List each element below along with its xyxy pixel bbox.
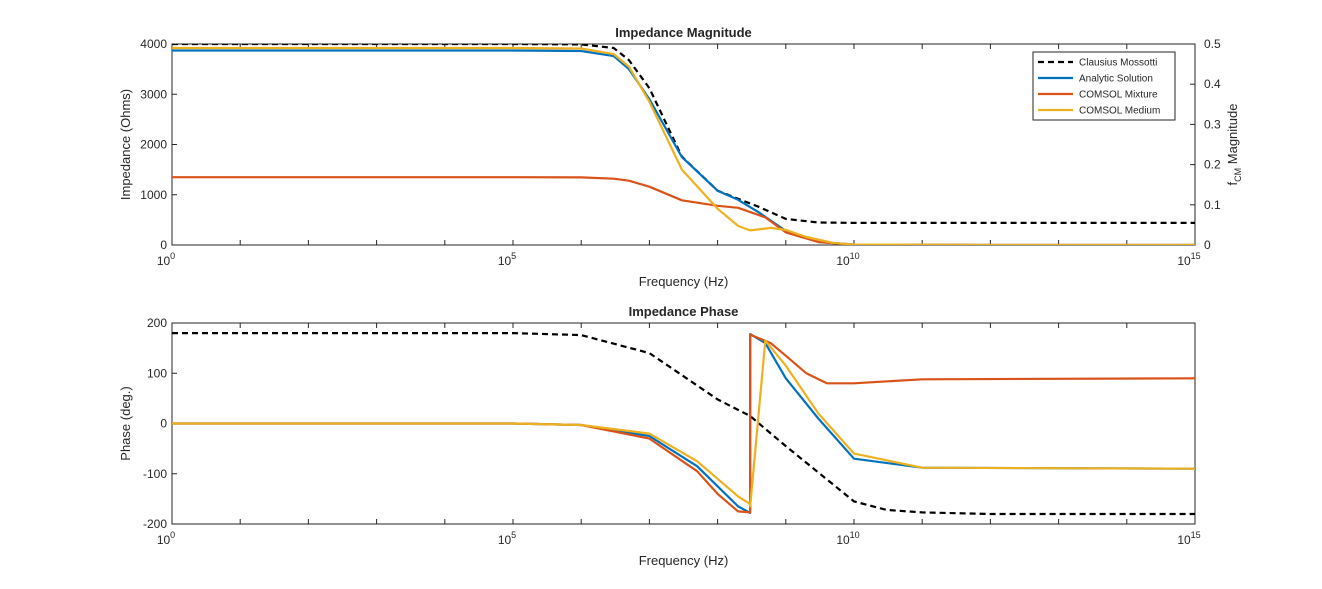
legend-entry: COMSOL Medium: [1079, 106, 1160, 117]
x-tick-base: 10: [1177, 254, 1191, 268]
y-tick-label: 0: [160, 238, 167, 252]
legend-entry: COMSOL Mixture: [1079, 90, 1158, 101]
x-tick-label: 1015: [1177, 530, 1200, 547]
y-axis-label: Impedance (Ohms): [118, 89, 133, 200]
y-tick-label: 1000: [140, 188, 167, 202]
y-tick-label: 0: [160, 417, 167, 431]
x-tick-exponent: 0: [170, 530, 175, 540]
x-tick-base: 10: [157, 533, 171, 547]
x-tick-base: 10: [836, 533, 850, 547]
y2-axis-label-subscript: CM: [1233, 168, 1243, 182]
comsol-medium-line: [172, 339, 1195, 508]
y-tick-label: -100: [143, 467, 167, 481]
chart-title: Impedance Phase: [629, 304, 739, 319]
x-tick-base: 10: [836, 254, 850, 268]
x-tick-base: 10: [498, 533, 512, 547]
y2-axis-label-main: f: [1225, 181, 1240, 185]
x-tick-label: 1015: [1177, 251, 1200, 268]
x-axis-label: Frequency (Hz): [639, 274, 729, 289]
x-tick-base: 10: [157, 254, 171, 268]
y2-axis-label: fCM Magnitude: [1225, 104, 1243, 186]
x-tick-label: 105: [498, 251, 516, 268]
x-axis-label: Frequency (Hz): [639, 553, 729, 568]
legend-entry: Clausius Mossotti: [1079, 58, 1157, 69]
x-tick-base: 10: [498, 254, 512, 268]
x-tick-exponent: 5: [511, 251, 516, 261]
x-tick-exponent: 10: [850, 251, 860, 261]
x-tick-exponent: 0: [170, 251, 175, 261]
x-tick-base: 10: [1177, 533, 1191, 547]
chart-title: Impedance Magnitude: [615, 25, 752, 40]
clausius-mossotti-line: [172, 332, 1195, 516]
comsol-mixture-line: [172, 333, 1195, 514]
y-tick-label: 2000: [140, 138, 167, 152]
y2-tick-label: 0.4: [1204, 77, 1221, 91]
y-tick-label: 3000: [140, 87, 167, 101]
comsol-medium-line: [172, 46, 1195, 245]
x-tick-label: 1010: [836, 251, 859, 268]
y2-tick-label: 0: [1204, 238, 1211, 252]
x-tick-exponent: 10: [850, 530, 860, 540]
x-tick-exponent: 5: [511, 530, 516, 540]
y-tick-label: 4000: [140, 37, 167, 51]
y2-axis-label-rest: Magnitude: [1225, 104, 1240, 168]
x-tick-label: 105: [498, 530, 516, 547]
y2-tick-label: 0.2: [1204, 158, 1221, 172]
impedance-magnitude-plot: 100 105 1010 10150100020003000400000.10.20.…: [118, 25, 1243, 289]
y2-tick-label: 0.3: [1204, 117, 1221, 131]
x-tick-label: 100: [157, 530, 175, 547]
y-axis-label: Phase (deg.): [118, 386, 133, 460]
legend-box: [1032, 51, 1176, 121]
legend: Clausius Mossotti Analytic Solution COMSOL…: [1032, 51, 1176, 121]
x-tick-label: 100: [157, 251, 175, 268]
x-tick-label: 1010: [836, 530, 859, 547]
y2-tick-label: 0.1: [1204, 198, 1221, 212]
legend-entry: Analytic Solution: [1079, 74, 1153, 85]
y-tick-label: 100: [147, 366, 167, 380]
x-tick-exponent: 15: [1191, 251, 1201, 261]
y-tick-label: -200: [143, 517, 167, 531]
x-tick-exponent: 15: [1191, 530, 1201, 540]
y-tick-label: 200: [147, 316, 167, 330]
y2-tick-label: 0.5: [1204, 37, 1221, 51]
